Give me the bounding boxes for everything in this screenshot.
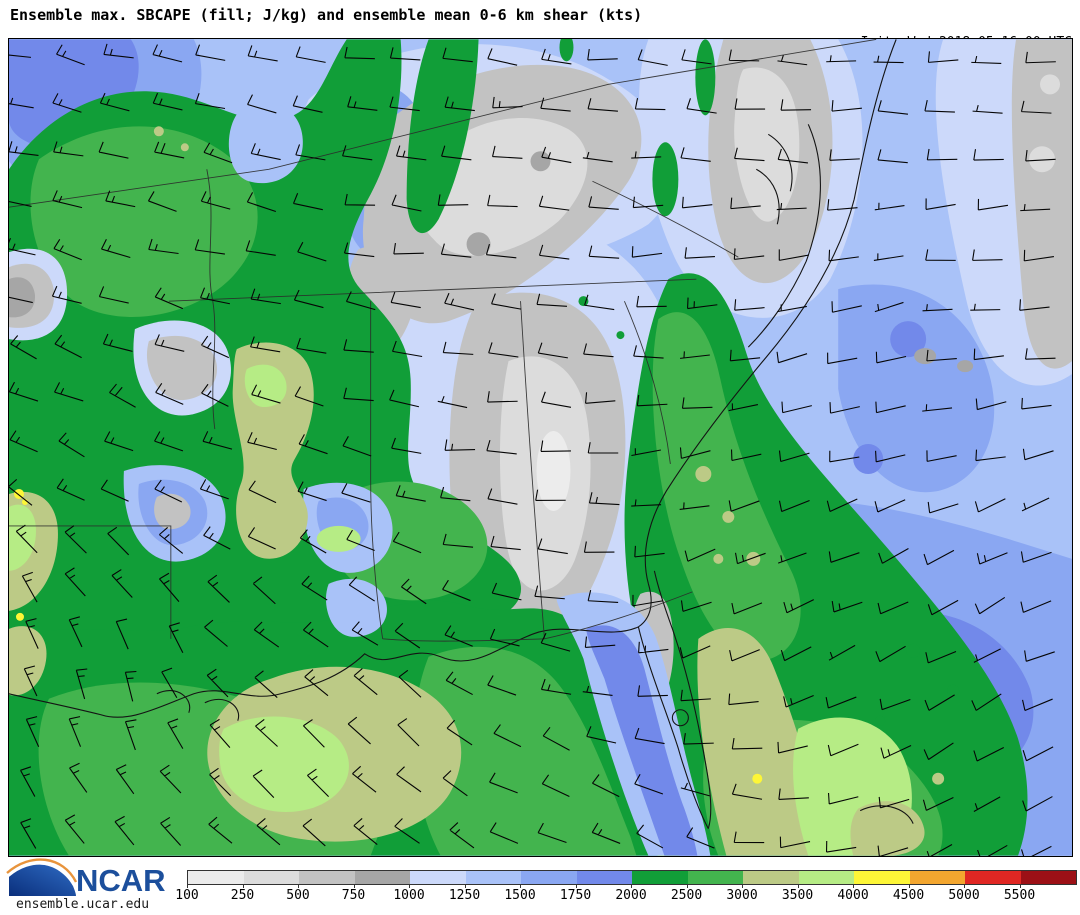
colorbar-segment bbox=[687, 871, 743, 884]
colorbar-tick-label: 3000 bbox=[726, 888, 758, 903]
colorbar-tick-label: 4000 bbox=[837, 888, 869, 903]
colorbar-segment bbox=[854, 871, 910, 884]
colorbar-segment bbox=[909, 871, 965, 884]
colorbar-tick-label: 100 bbox=[175, 888, 199, 903]
sbcape-shear-map bbox=[9, 39, 1072, 856]
coastline bbox=[9, 39, 914, 829]
colorbar-labels: 100 250 500 750 1000 1250 1500 1750 2000 2500 3000… bbox=[175, 888, 1080, 904]
colorbar-segment bbox=[965, 871, 1021, 884]
colorbar-tick-label: 4500 bbox=[892, 888, 925, 903]
colorbar-segment bbox=[632, 871, 688, 884]
colorbar-tick-label: 5500 bbox=[1003, 888, 1036, 903]
colorbar-tick-label: 2500 bbox=[670, 888, 703, 903]
colorbar-segment bbox=[410, 871, 466, 884]
colorbar-segment bbox=[798, 871, 854, 884]
colorbar-tick-label: 1250 bbox=[448, 888, 481, 903]
colorbar-tick-label: 3500 bbox=[781, 888, 814, 903]
wind-barb-glyphs bbox=[9, 43, 1056, 856]
map-canvas bbox=[8, 38, 1073, 857]
colorbar-segment bbox=[576, 871, 632, 884]
colorbar-tick-label: 500 bbox=[286, 888, 310, 903]
colorbar-segment bbox=[521, 871, 577, 884]
ncar-swoosh bbox=[9, 864, 76, 896]
colorbar-segment bbox=[1020, 871, 1076, 884]
colorbar-tick-label: 750 bbox=[341, 888, 366, 903]
website-url: ensemble.ucar.edu bbox=[16, 897, 150, 912]
colorbar-tick-label: 1000 bbox=[393, 888, 425, 903]
page-title: Ensemble max. SBCAPE (fill; J/kg) and en… bbox=[10, 6, 643, 24]
colorbar-ticks bbox=[187, 884, 1076, 888]
state-borders bbox=[9, 39, 877, 642]
ncar-arc-white bbox=[7, 862, 76, 886]
colorbar-tick-label: 1500 bbox=[504, 888, 536, 903]
colorbar-segment bbox=[354, 871, 410, 884]
ncar-logo: NCAR bbox=[6, 858, 166, 898]
colorbar-tick-label: 5000 bbox=[948, 888, 980, 903]
ncar-logo-text: NCAR bbox=[76, 863, 166, 898]
colorbar-segment bbox=[465, 871, 521, 884]
colorbar-tick-label: 1750 bbox=[559, 888, 592, 903]
colorbar-tick-label: 2000 bbox=[615, 888, 647, 903]
wind-barbs bbox=[9, 43, 1056, 856]
ncar-arc-orange bbox=[6, 858, 78, 883]
colorbar-segment bbox=[299, 871, 355, 884]
colorbar-segment bbox=[243, 871, 299, 884]
cape-colorbar bbox=[187, 870, 1077, 885]
colorbar-segment bbox=[188, 871, 244, 884]
colorbar-segment bbox=[743, 871, 799, 884]
colorbar-tick-label: 250 bbox=[230, 888, 255, 903]
